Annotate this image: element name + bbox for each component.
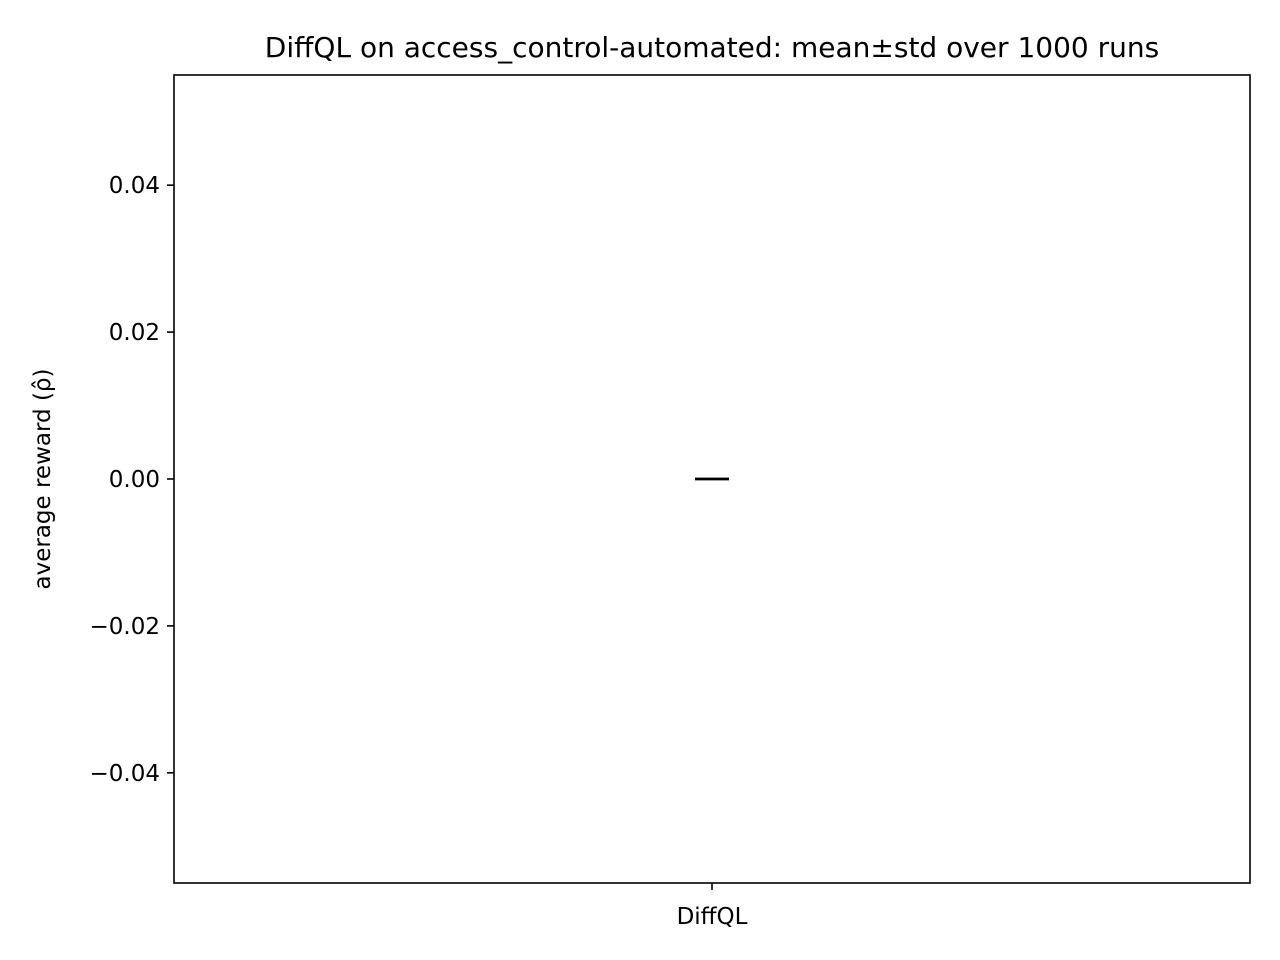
x-tick-label: DiffQL (677, 904, 748, 930)
y-axis: −0.04 −0.02 0.00 0.02 0.04 (90, 173, 174, 787)
y-tick-label: −0.04 (90, 761, 160, 787)
y-tick-label: 0.04 (109, 173, 160, 199)
y-axis-label: average reward (ρ̂) (30, 369, 56, 590)
y-tick-label: 0.00 (109, 467, 160, 493)
y-tick-label: 0.02 (109, 320, 160, 346)
y-tick-label: −0.02 (90, 614, 160, 640)
chart-title: DiffQL on access_control-automated: mean… (265, 31, 1159, 64)
x-axis: DiffQL (677, 883, 748, 930)
